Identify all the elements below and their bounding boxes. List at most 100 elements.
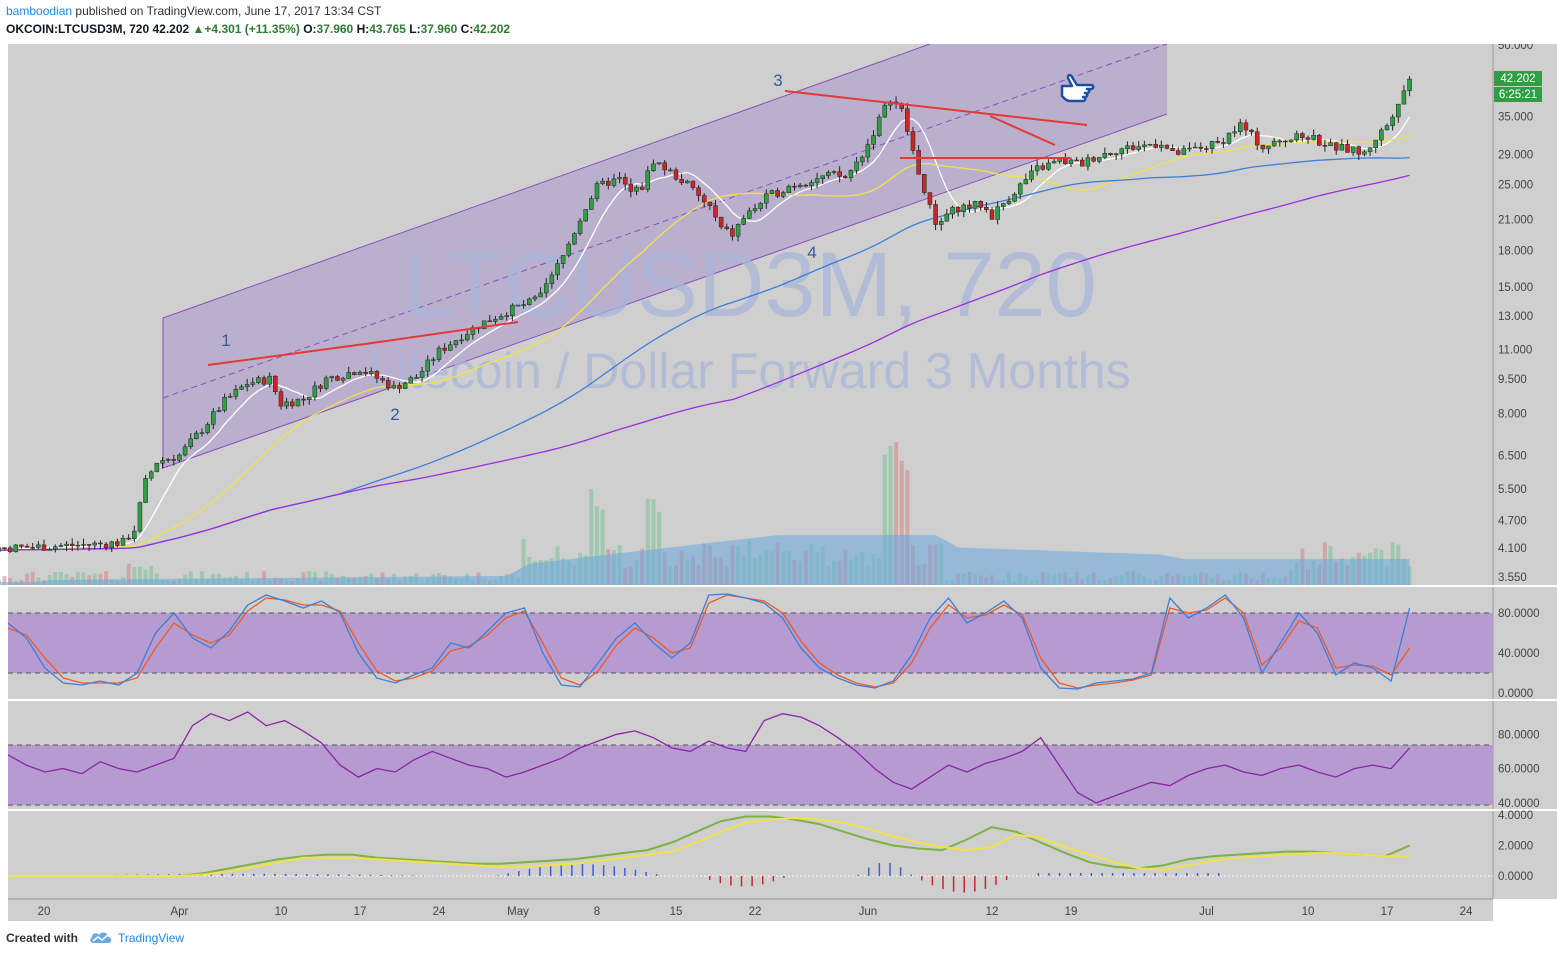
tradingview-link[interactable]: TradingView <box>118 931 185 945</box>
volume-bar <box>47 574 52 585</box>
candle-body <box>1001 203 1006 207</box>
candle-body <box>340 378 346 381</box>
volume-bar <box>595 506 599 585</box>
candle-body <box>724 226 730 229</box>
candle-body <box>148 471 154 479</box>
candle-body <box>295 398 301 407</box>
candle-body <box>363 371 368 374</box>
symbol-name[interactable]: OKCOIN:LTCUSD3M, 720 <box>6 22 150 36</box>
candle-body <box>803 184 809 187</box>
candle-body <box>58 545 64 547</box>
trendline-resistance-1[interactable] <box>207 343 366 366</box>
candle-body <box>1311 134 1316 140</box>
countdown-badge-bg <box>1494 87 1542 102</box>
candle-body <box>1136 146 1141 150</box>
volume-bar <box>36 577 41 585</box>
watermark-description: Litecoin / Dollar Forward 3 Months <box>369 343 1130 399</box>
watermark-symbol: LTCUSD3M, 720 <box>403 234 1097 336</box>
volume-bar <box>143 569 148 585</box>
volume-bar <box>589 488 594 585</box>
candle-body <box>126 537 131 540</box>
candle-body <box>984 207 989 211</box>
time-tick-label: 20 <box>38 906 51 918</box>
candle-body <box>611 178 617 186</box>
time-tick-label: May <box>507 906 529 918</box>
time-axis[interactable]: 20 Apr 10 17 24 May 8 15 22 Jun 12 19 Jul 10 17 24 <box>38 906 1473 918</box>
candle-body <box>1305 137 1311 140</box>
trendline-resistance-2[interactable] <box>784 90 1088 126</box>
price-tick-label: 4.100 <box>1498 543 1527 555</box>
candle-body <box>137 502 143 532</box>
time-tick-label: 10 <box>1302 906 1315 918</box>
time-tick-label: 15 <box>670 906 683 918</box>
candle-body <box>103 543 109 549</box>
price-change: +4.301 (+11.35%) <box>204 22 300 36</box>
candle-body <box>797 184 803 188</box>
candle-body <box>510 304 515 316</box>
price-tick-label: 13.000 <box>1498 311 1533 323</box>
candle-body <box>1023 179 1029 185</box>
trendline-wedge-top[interactable] <box>989 115 1056 146</box>
time-tick-label: 22 <box>749 906 762 918</box>
candle-body <box>256 377 261 383</box>
candlesticks[interactable] <box>0 76 1412 559</box>
candle-body <box>521 304 526 306</box>
chart-header: bamboodian published on TradingView.com,… <box>0 0 1557 44</box>
tradingview-cloud-icon[interactable] <box>88 929 114 945</box>
chart-area[interactable]: LTCUSD3M, 720 Litecoin / Dollar Forward … <box>0 44 1557 922</box>
stochastic-lines <box>7 593 1411 690</box>
candle-body <box>1350 146 1356 153</box>
volume-bar <box>132 567 137 585</box>
candle-body <box>527 298 532 305</box>
volume-bar <box>53 571 58 585</box>
open-label: O: <box>303 22 317 36</box>
candle-body <box>448 344 453 351</box>
candle-body <box>1401 90 1407 105</box>
candle-body <box>453 340 459 346</box>
candle-body <box>250 382 256 385</box>
volume-bar <box>645 498 650 585</box>
candle-body <box>177 454 182 461</box>
candle-body <box>1209 141 1215 149</box>
candle-body <box>425 359 430 372</box>
candle-body <box>933 204 938 225</box>
candle-body <box>600 180 605 184</box>
volume-bar <box>8 578 13 585</box>
moving-averages <box>0 116 1411 551</box>
trendline-resistance-1b[interactable] <box>364 321 519 345</box>
sma-yellow-line <box>0 135 1410 551</box>
time-tick-label: 19 <box>1065 906 1078 918</box>
candle-body <box>1192 146 1198 149</box>
candle-body <box>47 548 52 551</box>
candle-body <box>905 108 910 132</box>
candle-body <box>656 162 662 165</box>
volume-bar <box>200 571 204 585</box>
candle-body <box>538 292 543 298</box>
volume-bar <box>92 573 97 585</box>
candle-body <box>1102 153 1108 158</box>
time-axis-background <box>8 899 1493 921</box>
price-tick-label: 8.000 <box>1498 409 1527 421</box>
price-axis[interactable]: 50.000 35.000 29.000 25.000 21.000 18.000 15.0… <box>1498 44 1540 883</box>
candle-body <box>414 377 419 379</box>
candle-body <box>882 104 888 118</box>
candle-body <box>194 432 199 440</box>
candle-body <box>1096 157 1102 162</box>
candle-body <box>1243 122 1249 131</box>
candle-body <box>290 401 295 407</box>
candle-body <box>1215 141 1220 143</box>
stoch-k-line <box>7 593 1411 690</box>
time-tick-label: 8 <box>594 906 600 918</box>
candle-body <box>572 233 577 245</box>
candle-body <box>1187 147 1192 150</box>
candle-body <box>464 334 470 341</box>
trendlines[interactable] <box>207 90 1088 366</box>
regression-channel[interactable] <box>162 44 1168 469</box>
volume-bar <box>25 573 30 585</box>
candle-body <box>1181 147 1187 155</box>
volume-bar <box>894 441 899 585</box>
author-link[interactable]: bamboodian <box>6 4 73 18</box>
channel-upper-line <box>162 44 931 319</box>
candle-body <box>955 206 961 213</box>
volume-bar <box>149 565 154 585</box>
